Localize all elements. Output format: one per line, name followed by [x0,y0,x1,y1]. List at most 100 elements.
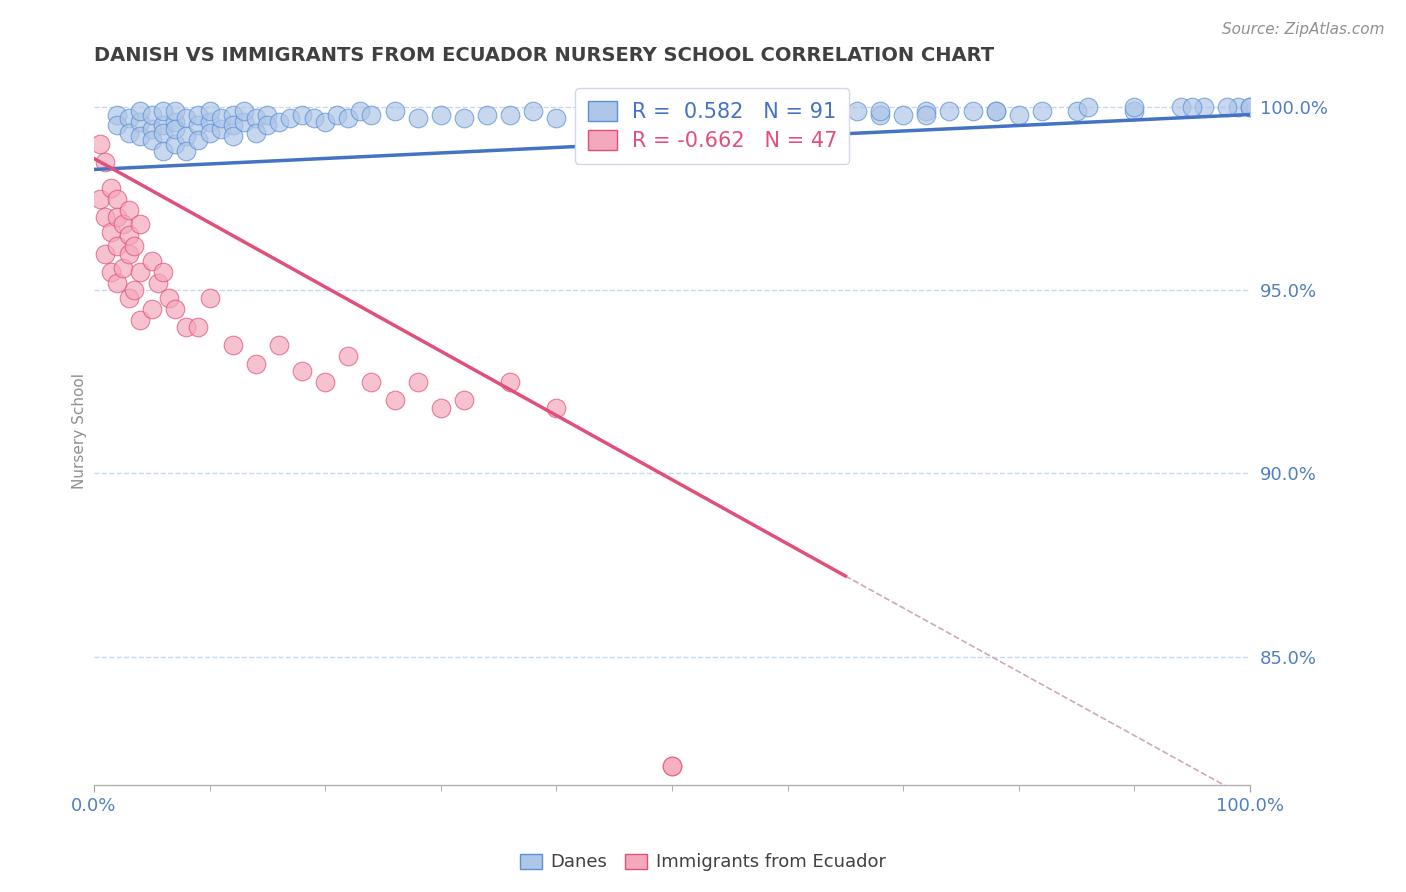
Point [1008,107,1031,121]
Point [187,107,209,121]
Point [117,291,139,305]
Point [869,103,891,118]
Point [117,111,139,125]
Point [302,111,325,125]
Point [111,261,134,276]
Point [754,111,776,125]
Point [187,320,209,334]
Point [800,107,823,121]
Point [429,107,451,121]
Point [891,107,914,121]
Text: Source: ZipAtlas.com: Source: ZipAtlas.com [1222,22,1385,37]
Point [198,115,221,129]
Point [499,375,522,389]
Point [754,115,776,129]
Point [384,103,406,118]
Point [707,103,730,118]
Point [314,115,336,129]
Point [938,103,960,118]
Point [776,107,799,121]
Point [661,759,683,773]
Point [314,375,336,389]
Point [129,129,152,144]
Point [163,115,186,129]
Point [337,111,360,125]
Point [141,107,163,121]
Point [105,210,128,224]
Point [592,107,614,121]
Point [176,129,198,144]
Point [1066,103,1088,118]
Point [291,364,314,378]
Point [221,129,243,144]
Point [522,103,544,118]
Point [141,122,163,136]
Point [198,103,221,118]
Point [661,759,683,773]
Point [661,107,683,121]
Point [429,401,451,415]
Point [823,111,845,125]
Y-axis label: Nursery School: Nursery School [72,374,87,490]
Point [105,192,128,206]
Point [280,111,302,125]
Point [406,111,429,125]
Legend: R =  0.582   N = 91, R = -0.662   N = 47: R = 0.582 N = 91, R = -0.662 N = 47 [575,88,849,164]
Point [100,265,122,279]
Point [1181,100,1204,114]
Point [475,107,498,121]
Point [1123,103,1146,118]
Point [152,103,174,118]
Point [141,133,163,147]
Point [637,103,659,118]
Point [267,115,290,129]
Point [187,133,209,147]
Point [360,375,382,389]
Point [1123,100,1146,114]
Point [1170,100,1192,114]
Point [176,111,198,125]
Point [141,254,163,268]
Point [730,111,752,125]
Point [221,107,243,121]
Point [94,246,117,260]
Point [111,218,134,232]
Point [683,107,706,121]
Point [406,375,429,389]
Point [209,122,232,136]
Point [198,126,221,140]
Point [499,107,522,121]
Point [163,103,186,118]
Point [187,119,209,133]
Point [453,393,475,408]
Point [325,107,347,121]
Point [337,349,360,363]
Point [129,312,152,326]
Legend: Danes, Immigrants from Ecuador: Danes, Immigrants from Ecuador [513,847,893,879]
Text: DANISH VS IMMIGRANTS FROM ECUADOR NURSERY SCHOOL CORRELATION CHART: DANISH VS IMMIGRANTS FROM ECUADOR NURSER… [94,46,994,65]
Point [291,107,314,121]
Point [105,276,128,290]
Point [256,119,278,133]
Point [245,126,267,140]
Point [89,192,111,206]
Point [209,111,232,125]
Point [89,136,111,151]
Point [152,126,174,140]
Point [349,103,371,118]
Point [718,103,741,118]
Point [845,103,868,118]
Point [100,180,122,194]
Point [152,265,174,279]
Point [256,107,278,121]
Point [1239,100,1261,114]
Point [176,320,198,334]
Point [984,103,1007,118]
Point [1192,100,1215,114]
Point [233,115,256,129]
Point [117,246,139,260]
Point [546,401,568,415]
Point [1077,100,1099,114]
Point [984,103,1007,118]
Point [124,239,146,253]
